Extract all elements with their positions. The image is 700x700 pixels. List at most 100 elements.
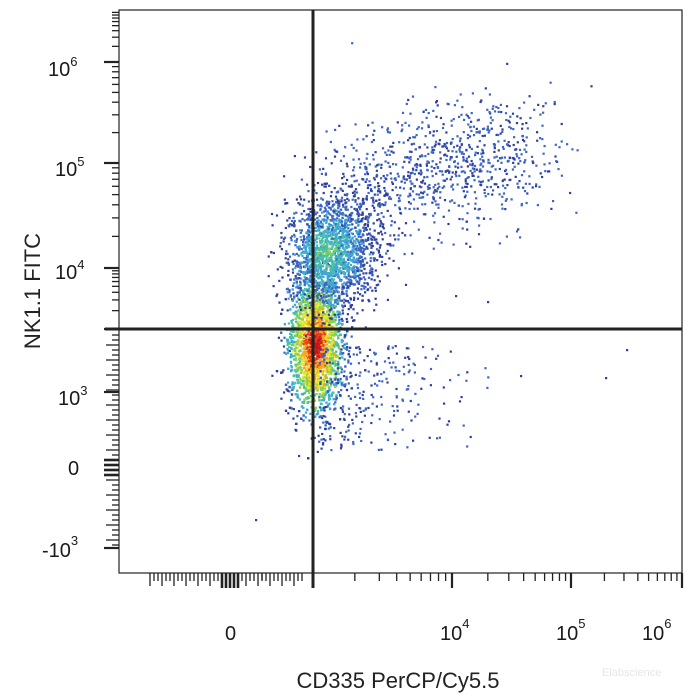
event-dot <box>341 408 344 411</box>
event-dot <box>294 381 297 384</box>
event-dot <box>350 205 353 209</box>
event-dot <box>329 358 332 362</box>
event-dot <box>330 309 333 312</box>
event-dot <box>375 303 378 306</box>
event-dot <box>305 377 308 380</box>
event-dot <box>329 317 332 320</box>
event-dot <box>285 250 288 253</box>
event-dot <box>336 313 339 316</box>
event-dot <box>339 256 342 259</box>
event-dot <box>302 350 305 353</box>
event-dot <box>337 207 340 210</box>
event-dot <box>291 350 294 353</box>
event-dot <box>292 312 295 315</box>
event-dot <box>337 334 340 338</box>
event-dot <box>322 376 325 379</box>
event-dot <box>295 260 298 263</box>
event-dot <box>296 332 299 335</box>
event-dot <box>314 271 317 274</box>
event-dot <box>301 393 304 396</box>
event-dot <box>295 239 298 242</box>
event-dot <box>319 409 322 412</box>
event-dot <box>322 344 325 347</box>
event-dot <box>302 240 305 243</box>
event-dot <box>341 259 344 262</box>
event-dot <box>313 267 316 270</box>
event-dot <box>308 379 311 383</box>
event-dot <box>321 305 324 308</box>
event-dot <box>314 269 317 272</box>
event-dot <box>304 388 307 391</box>
event-dot <box>307 295 310 298</box>
event-dot <box>314 406 318 409</box>
event-dot <box>316 244 319 247</box>
event-dot <box>313 292 316 295</box>
event-dot <box>316 225 320 228</box>
event-dot <box>295 211 298 214</box>
event-dot <box>320 288 323 291</box>
event-dot <box>325 238 328 241</box>
event-dot <box>302 338 305 341</box>
event-dot <box>354 235 357 238</box>
event-dot <box>327 381 330 384</box>
event-dot <box>323 303 326 306</box>
event-dot <box>340 254 344 257</box>
event-dot <box>320 278 323 281</box>
event-dot <box>322 394 325 397</box>
event-dot <box>322 366 326 369</box>
event-dot <box>306 389 310 392</box>
event-dot <box>299 344 302 347</box>
event-dot <box>317 285 320 288</box>
event-dot <box>317 380 320 384</box>
event-dot <box>318 319 321 322</box>
event-dot <box>308 240 311 243</box>
event-dot <box>315 349 318 352</box>
event-dot <box>288 291 291 294</box>
event-dot <box>288 406 292 409</box>
event-dot <box>340 352 343 355</box>
event-dot <box>298 330 301 333</box>
event-dot <box>345 251 348 254</box>
event-dot <box>307 366 310 369</box>
event-dot <box>362 285 365 288</box>
event-dot <box>306 232 309 235</box>
event-dot <box>342 257 345 260</box>
event-dot <box>309 384 312 388</box>
event-dot <box>341 323 344 326</box>
event-dot <box>307 345 310 348</box>
event-dot <box>333 299 336 302</box>
event-dot <box>281 371 284 374</box>
event-dot <box>347 269 350 272</box>
event-dot <box>306 272 309 275</box>
event-dot <box>329 426 332 429</box>
event-dot <box>299 282 302 285</box>
event-dot <box>294 310 297 313</box>
event-dot <box>298 314 301 317</box>
event-dot <box>322 396 325 399</box>
event-dot <box>325 357 328 360</box>
event-dot <box>349 238 353 241</box>
event-dot <box>336 371 339 374</box>
event-dot <box>339 366 343 369</box>
event-dot <box>309 348 312 351</box>
event-dot <box>348 257 352 260</box>
event-dot <box>323 364 327 367</box>
event-dot <box>321 291 324 294</box>
event-dot <box>327 371 330 374</box>
event-dot <box>327 336 330 340</box>
event-dot <box>319 203 322 206</box>
event-dot <box>317 219 320 222</box>
event-dot <box>323 383 326 386</box>
event-dot <box>338 311 341 314</box>
event-dot <box>353 319 356 322</box>
event-dot <box>324 420 327 423</box>
event-dot <box>293 212 296 215</box>
event-dot <box>303 347 306 351</box>
event-dot <box>351 326 354 329</box>
event-dot <box>314 368 317 371</box>
event-dot <box>337 337 340 340</box>
event-dot <box>338 316 341 319</box>
event-dot <box>336 223 339 226</box>
event-dot <box>309 337 312 340</box>
event-dot <box>303 385 306 389</box>
